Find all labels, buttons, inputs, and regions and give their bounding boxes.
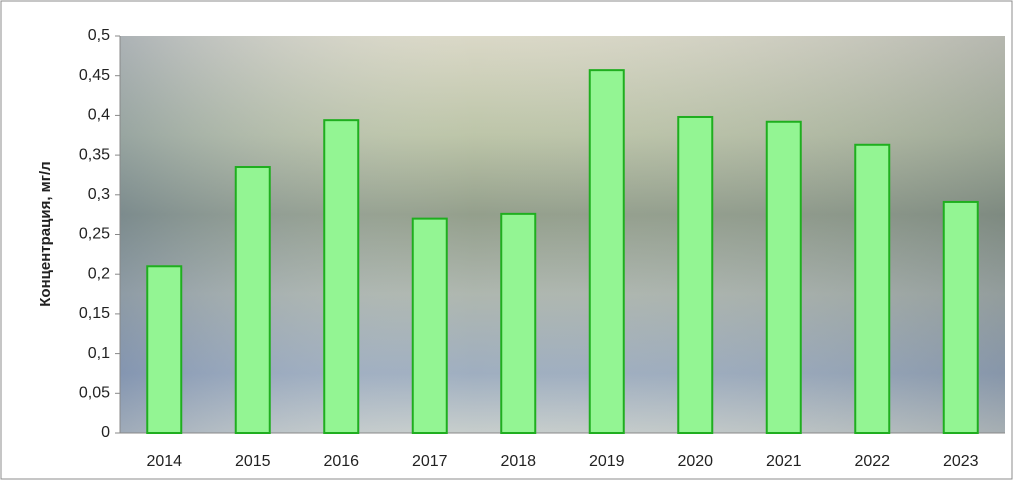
y-tick-label: 0,35 (79, 146, 110, 163)
y-tick-label: 0,5 (88, 27, 110, 44)
bar (677, 115, 714, 434)
x-tick-label: 2014 (146, 453, 182, 470)
y-axis-title: Концентрация, мг/л (37, 161, 54, 306)
x-tick-label: 2021 (766, 453, 802, 470)
x-tick-label: 2023 (943, 453, 979, 470)
y-tick-label: 0,2 (88, 265, 110, 282)
x-tick-label: 2017 (412, 453, 448, 470)
y-tick-label: 0,25 (79, 226, 110, 243)
bar (942, 200, 979, 434)
y-tick-label: 0,05 (79, 385, 110, 402)
y-tick-label: 0,15 (79, 305, 110, 322)
bar (500, 212, 537, 434)
y-tick-label: 0,1 (88, 345, 110, 362)
x-tick-label: 2019 (589, 453, 625, 470)
x-tick-label: 2016 (323, 453, 359, 470)
x-tick-label: 2022 (854, 453, 890, 470)
bar (854, 143, 891, 434)
x-tick-label: 2018 (500, 453, 536, 470)
bar (411, 217, 448, 434)
y-tick-label: 0,3 (88, 186, 110, 203)
y-tick-label: 0,45 (79, 67, 110, 84)
bar (234, 166, 271, 434)
bar (588, 69, 625, 434)
bar (146, 265, 183, 435)
bar (765, 120, 802, 434)
x-tick-label: 2020 (677, 453, 713, 470)
x-tick-label: 2015 (235, 453, 271, 470)
y-tick-label: 0,4 (88, 107, 110, 124)
y-tick-label: 0 (101, 424, 110, 441)
bar (323, 119, 360, 434)
